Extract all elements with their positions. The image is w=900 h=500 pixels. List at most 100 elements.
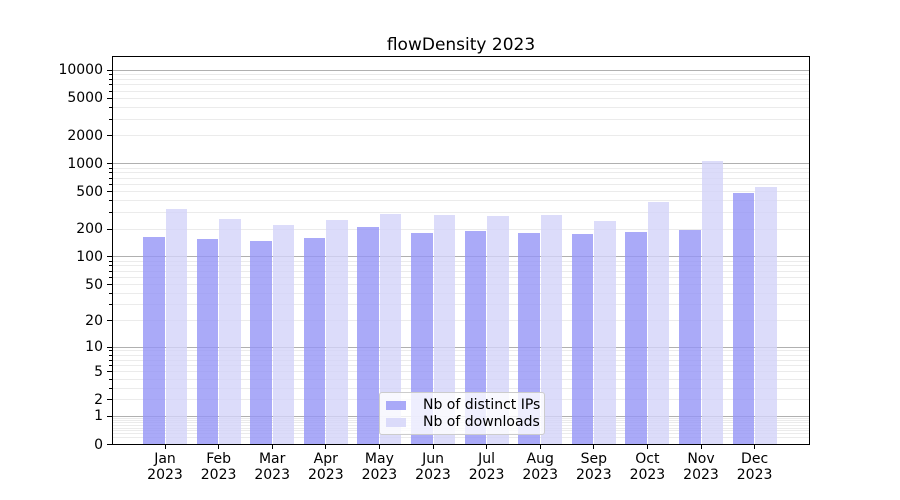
- gridline-minor: [112, 364, 810, 366]
- gridline-minor: [112, 78, 810, 80]
- bar-nb-of-distinct-ips-apr-2023: [303, 237, 326, 445]
- x-tick-label: Nov 2023: [683, 451, 719, 483]
- legend-swatch-downloads: [386, 418, 406, 427]
- gridline-minor: [112, 293, 810, 295]
- y-minor-tick: [109, 167, 112, 169]
- legend-swatch-distinct-ips: [386, 401, 406, 410]
- gridline-minor: [112, 172, 810, 174]
- bar-nb-of-distinct-ips-jan-2023: [143, 236, 165, 445]
- gridline-minor: [112, 90, 810, 92]
- x-tick-label: Aug 2023: [522, 451, 558, 483]
- y-tick: [107, 320, 112, 322]
- x-tick-label: Mar 2023: [254, 451, 290, 483]
- plot-border: [112, 56, 810, 445]
- x-tick-label: Feb 2023: [200, 451, 237, 483]
- gridline-minor: [112, 118, 810, 120]
- x-tick: [378, 445, 380, 449]
- bar-nb-of-downloads-jun-2023: [433, 214, 455, 445]
- y-tick: [107, 444, 112, 445]
- bar-nb-of-downloads-jul-2023: [487, 215, 509, 445]
- x-tick: [646, 445, 648, 449]
- x-tick: [325, 445, 327, 449]
- gridline-minor: [112, 270, 810, 272]
- legend: Nb of distinct IPs Nb of downloads: [379, 392, 545, 435]
- y-tick-label: 20: [85, 312, 103, 329]
- gridline-minor: [112, 212, 810, 214]
- y-tick: [107, 97, 112, 99]
- bar-nb-of-distinct-ips-may-2023: [357, 227, 379, 445]
- y-minor-tick: [109, 260, 112, 262]
- gridline-minor: [112, 276, 810, 278]
- gridline-major: [112, 346, 810, 348]
- x-axis: Jan 2023 Feb 2023 Mar 2023 Apr 2023 May 2023…: [112, 56, 810, 482]
- y-minor-tick: [109, 359, 112, 361]
- y-minor-tick: [109, 387, 112, 389]
- y-minor-tick: [109, 200, 112, 202]
- bar-nb-of-distinct-ips-jul-2023: [464, 230, 487, 445]
- x-tick-label: Oct 2023: [629, 451, 666, 483]
- gridline-minor: [112, 184, 810, 186]
- gridline-minor: [112, 97, 810, 99]
- y-minor-tick: [109, 304, 112, 306]
- y-minor-tick: [109, 350, 112, 352]
- bar-nb-of-distinct-ips-mar-2023: [250, 240, 272, 445]
- gridline-minor: [112, 436, 810, 438]
- y-minor-tick: [109, 172, 112, 174]
- bar-nb-of-distinct-ips-oct-2023: [625, 231, 647, 445]
- y-minor-tick: [109, 118, 112, 120]
- y-minor-tick: [109, 354, 112, 356]
- gridline-minor: [112, 387, 810, 389]
- y-minor-tick: [109, 270, 112, 272]
- gridline-minor: [112, 84, 810, 86]
- bar-nb-of-downloads-mar-2023: [272, 224, 295, 445]
- bar-nb-of-downloads-oct-2023: [647, 202, 670, 445]
- x-tick-label: Sep 2023: [575, 451, 612, 483]
- y-tick-label: 10000: [58, 62, 103, 79]
- y-tick-label: 200: [76, 221, 103, 238]
- x-tick: [539, 445, 541, 449]
- x-tick: [700, 445, 702, 449]
- legend-item-downloads: Nb of downloads: [386, 414, 540, 431]
- gridline-minor: [112, 74, 810, 76]
- x-tick-label: Jul 2023: [468, 451, 505, 483]
- bar-nb-of-downloads-dec-2023: [755, 186, 777, 445]
- bar-nb-of-distinct-ips-dec-2023: [732, 193, 755, 445]
- plot-area: 10000 5000 2000 1000 500 200 100 50 20 10 5 2 1 0 Jan…: [58, 56, 810, 482]
- bar-nb-of-distinct-ips-nov-2023: [679, 229, 701, 445]
- bar-nb-of-downloads-feb-2023: [219, 218, 241, 445]
- gridline-minor: [112, 191, 810, 193]
- gridline-minor: [112, 320, 810, 322]
- y-minor-tick: [109, 74, 112, 76]
- gridline-major: [112, 69, 810, 71]
- gridline-minor: [112, 359, 810, 361]
- y-tick-label: 500: [76, 183, 103, 200]
- y-tick: [107, 135, 112, 137]
- x-tick: [754, 445, 756, 449]
- y-tick: [107, 228, 112, 230]
- y-minor-tick: [109, 364, 112, 366]
- gridline-minor: [112, 284, 810, 286]
- y-minor-tick: [109, 107, 112, 109]
- gridline-minor: [112, 304, 810, 306]
- y-minor-tick: [109, 90, 112, 92]
- y-tick-label: 5000: [67, 90, 103, 107]
- bar-nb-of-downloads-jan-2023: [165, 209, 187, 445]
- y-minor-tick: [109, 265, 112, 267]
- y-minor-tick: [109, 378, 112, 380]
- gridline-major: [112, 256, 810, 258]
- y-tick-label: 50: [85, 276, 103, 293]
- y-tick-label: 100: [76, 248, 103, 265]
- gridline-minor: [112, 177, 810, 179]
- y-tick-label: 10: [85, 339, 103, 356]
- x-tick: [486, 445, 488, 449]
- x-tick-label: Jan 2023: [147, 451, 183, 483]
- y-minor-tick: [109, 212, 112, 214]
- y-tick-label: 1: [94, 408, 103, 425]
- y-tick: [107, 399, 112, 401]
- gridline-minor: [112, 354, 810, 356]
- x-tick: [218, 445, 220, 449]
- bar-nb-of-distinct-ips-jun-2023: [411, 233, 433, 445]
- gridline-minor: [112, 107, 810, 109]
- y-tick-label: 1000: [67, 155, 103, 172]
